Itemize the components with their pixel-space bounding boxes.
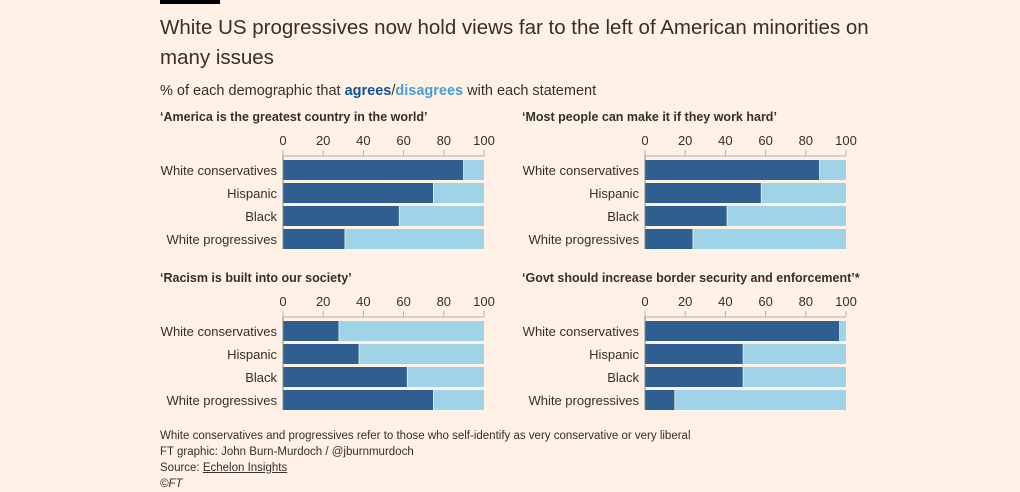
category-label: Hispanic — [589, 347, 639, 362]
x-tick-label: 80 — [437, 294, 451, 309]
category-label: White progressives — [166, 232, 277, 247]
panel-title: ‘Racism is built into our society’ — [160, 271, 352, 285]
category-label: Hispanic — [589, 186, 639, 201]
category-label: White progressives — [528, 393, 639, 408]
footer-copyright: ©FT — [160, 478, 183, 490]
bar-agrees — [645, 344, 744, 364]
bar-agrees — [283, 344, 360, 364]
bar-disagrees — [433, 183, 484, 203]
chart-svg: 0 20 40 60 80 100 White conservatives Hispanic B… — [523, 133, 857, 249]
source-prefix: Source: — [160, 462, 203, 474]
x-tick-label: 100 — [835, 294, 857, 309]
bar-disagrees — [761, 183, 846, 203]
bar-disagrees — [727, 206, 846, 226]
category-label: Black — [607, 209, 639, 224]
bar-disagrees — [693, 229, 846, 249]
category-label: Black — [607, 370, 639, 385]
brand-bar — [160, 0, 220, 4]
category-label: Black — [245, 370, 277, 385]
x-tick-label: 100 — [473, 294, 495, 309]
x-tick-label: 0 — [279, 133, 286, 148]
subtitle-suffix: with each statement — [463, 83, 597, 99]
footer-credit: FT graphic: John Burn-Murdoch / @jburnmu… — [160, 446, 414, 458]
chart-panel-greatest-country: ‘America is the greatest country in the … — [160, 110, 520, 260]
category-label: White conservatives — [523, 163, 640, 178]
x-tick-label: 60 — [758, 133, 772, 148]
bar-agrees — [645, 390, 676, 410]
subtitle-disagrees: disagrees — [395, 83, 464, 99]
bar-disagrees — [839, 321, 846, 341]
panel-title: ‘Most people can make it if they work ha… — [522, 110, 777, 124]
bar-disagrees — [819, 160, 846, 180]
bar-agrees — [283, 229, 346, 249]
x-tick-label: 20 — [678, 133, 692, 148]
chart-subtitle: % of each demographic that agrees/disagr… — [160, 81, 596, 101]
category-label: Hispanic — [227, 186, 277, 201]
bar-disagrees — [345, 229, 484, 249]
bar-agrees — [283, 206, 400, 226]
bar-agrees — [645, 229, 694, 249]
x-tick-label: 40 — [356, 133, 370, 148]
bar-agrees — [283, 390, 434, 410]
category-label: Hispanic — [227, 347, 277, 362]
x-tick-label: 40 — [718, 133, 732, 148]
subtitle-slash: / — [391, 83, 396, 99]
x-tick-label: 40 — [718, 294, 732, 309]
source-link[interactable]: Echelon Insights — [202, 462, 288, 474]
x-tick-label: 0 — [279, 294, 286, 309]
footer: White conservatives and progressives ref… — [160, 428, 691, 492]
x-tick-label: 100 — [835, 133, 857, 148]
x-tick-label: 60 — [396, 294, 410, 309]
bar-agrees — [283, 321, 340, 341]
page-title: White US progressives now hold views far… — [160, 16, 869, 69]
x-tick-label: 20 — [316, 133, 330, 148]
category-label: White conservatives — [523, 324, 640, 339]
bar-disagrees — [339, 321, 484, 341]
x-tick-label: 80 — [437, 133, 451, 148]
x-tick-label: 40 — [356, 294, 370, 309]
chart-svg: 0 20 40 60 80 100 White conservatives Hispanic B… — [161, 294, 495, 410]
panel-title: ‘America is the greatest country in the … — [160, 110, 428, 124]
x-tick-label: 80 — [799, 294, 813, 309]
bar-disagrees — [675, 390, 846, 410]
bar-agrees — [645, 160, 820, 180]
subtitle-prefix: % of each demographic that — [160, 83, 345, 99]
category-label: White progressives — [166, 393, 277, 408]
chart-svg: 0 20 40 60 80 100 White conservatives Hispanic B… — [523, 294, 857, 410]
bar-disagrees — [399, 206, 484, 226]
x-tick-label: 60 — [758, 294, 772, 309]
bar-disagrees — [743, 344, 846, 364]
category-label: White conservatives — [161, 324, 278, 339]
bar-disagrees — [407, 367, 484, 387]
chart-panel-work-hard: ‘Most people can make it if they work ha… — [522, 110, 882, 260]
bar-agrees — [283, 160, 464, 180]
category-label: White conservatives — [161, 163, 278, 178]
bar-disagrees — [433, 390, 484, 410]
bar-agrees — [645, 367, 744, 387]
bar-disagrees — [743, 367, 846, 387]
chart-panel-racism: ‘Racism is built into our society’ 0 20 40… — [160, 271, 520, 421]
bar-agrees — [283, 367, 408, 387]
panel-title: ‘Govt should increase border security an… — [522, 271, 860, 285]
bar-agrees — [645, 321, 840, 341]
x-tick-label: 80 — [799, 133, 813, 148]
subtitle-agrees: agrees — [344, 83, 392, 99]
bar-disagrees — [463, 160, 484, 180]
x-tick-label: 100 — [473, 133, 495, 148]
footer-note: White conservatives and progressives ref… — [160, 430, 691, 442]
x-tick-label: 0 — [641, 294, 648, 309]
bar-agrees — [645, 206, 728, 226]
category-label: Black — [245, 209, 277, 224]
x-tick-label: 60 — [396, 133, 410, 148]
bar-agrees — [645, 183, 762, 203]
x-tick-label: 0 — [641, 133, 648, 148]
bar-disagrees — [359, 344, 484, 364]
category-label: White progressives — [528, 232, 639, 247]
x-tick-label: 20 — [316, 294, 330, 309]
chart-panel-border-security: ‘Govt should increase border security an… — [522, 271, 882, 421]
chart-svg: 0 20 40 60 80 100 White conservatives Hispanic B… — [161, 133, 495, 249]
x-tick-label: 20 — [678, 294, 692, 309]
footer-source: Source: Echelon Insights — [160, 460, 691, 476]
bar-agrees — [283, 183, 434, 203]
